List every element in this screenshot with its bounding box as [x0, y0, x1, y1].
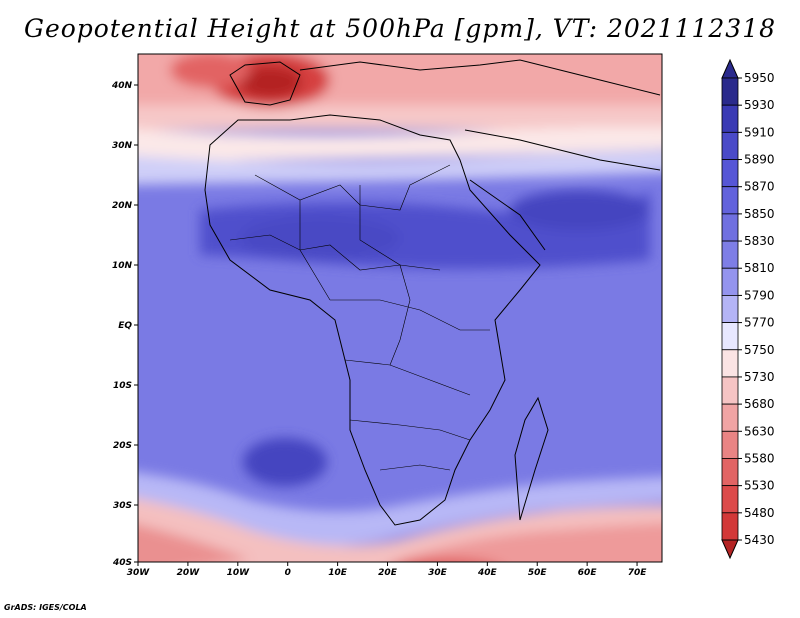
colorbar-min-arrow: [721, 539, 739, 560]
lon-label: 60E: [578, 568, 598, 578]
colorbar-label: 5750: [744, 343, 775, 357]
colorbar-max-arrow: [721, 58, 739, 79]
colorbar-segment: [721, 485, 739, 514]
colorbar-segment: [721, 512, 739, 541]
colorbar-label: 5890: [744, 153, 775, 167]
lon-label: 20W: [177, 568, 201, 578]
lat-label: 40N: [111, 81, 133, 91]
colorbar-label: 5810: [744, 261, 775, 275]
colorbar-segment: [721, 295, 739, 323]
colorbar-label: 5830: [744, 234, 775, 248]
colorbar-segment: [721, 77, 739, 106]
lon-label: 0: [285, 568, 291, 578]
colorbar-label: 5430: [744, 533, 775, 547]
colorbar-label: 5870: [744, 180, 775, 194]
colorbar-segment: [721, 376, 739, 405]
grads-credit: GrADS: IGES/COLA: [4, 603, 87, 612]
colorbar-label: 5790: [744, 288, 775, 302]
lat-label: 10S: [113, 381, 132, 391]
lon-label: 30W: [127, 568, 151, 578]
lon-label: 70E: [628, 568, 648, 578]
colorbar-label: 5770: [744, 316, 775, 330]
colorbar-segment: [721, 267, 739, 296]
colorbar-label: 5930: [744, 98, 775, 112]
colorbar-segment: [721, 458, 739, 487]
colorbar-label: 5950: [744, 71, 775, 85]
colorbar-segment: [721, 104, 739, 133]
lon-label: 30E: [428, 568, 448, 578]
lat-label: 20S: [113, 441, 132, 451]
height-field: [138, 54, 662, 562]
lat-label: 30N: [112, 141, 133, 151]
colorbar-label: 5530: [744, 479, 775, 493]
colorbar-segment: [721, 240, 739, 269]
lat-label: 40S: [112, 558, 132, 568]
lat-label: 10N: [112, 261, 133, 271]
colorbar-segment: [721, 322, 739, 351]
lat-label: 20N: [112, 201, 133, 211]
colorbar-label: 5480: [744, 506, 775, 520]
colorbar-label: 5630: [744, 424, 775, 438]
colorbar-segment: [721, 159, 739, 188]
lon-label: 20E: [378, 568, 398, 578]
colorbar-segment: [721, 349, 739, 378]
colorbar-label: 5910: [744, 125, 775, 139]
borders: [229, 164, 490, 471]
colorbar-label: 5730: [744, 370, 775, 384]
lat-label: EQ: [118, 321, 132, 331]
lon-label: 10E: [328, 568, 348, 578]
lon-label: 50E: [528, 568, 548, 578]
colorbar-segment: [721, 403, 739, 432]
lon-label: 40E: [477, 568, 498, 578]
colorbar-segment: [721, 430, 739, 459]
colorbar-segment: [721, 213, 739, 242]
colorbar-label: 5580: [744, 451, 775, 465]
colorbar-segment: [721, 131, 739, 160]
colorbar: 5950 5930 5910 5890 5870 5850 5830 5810 5790 5770…: [721, 58, 775, 560]
coastlines: [204, 59, 661, 526]
colorbar-label: 5850: [744, 207, 775, 221]
map-title: Geopotential Height at 500hPa [gpm], VT:…: [23, 14, 777, 43]
colorbar-label: 5680: [744, 397, 775, 411]
plot-frame: [137, 53, 663, 563]
axes: 30W 20W 10W 0 10E 20E 30E 40E 50E 60E 70E 40N 30N 20N…: [111, 81, 647, 578]
lon-label: 10W: [227, 568, 251, 578]
lat-label: 30S: [113, 501, 132, 511]
colorbar-segment: [721, 186, 739, 215]
